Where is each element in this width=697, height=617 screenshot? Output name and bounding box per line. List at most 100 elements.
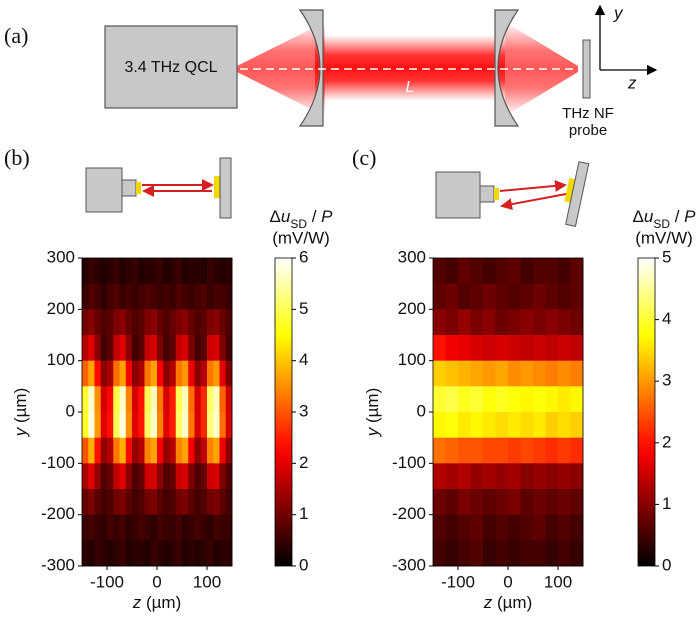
heatmap-cell (520, 309, 534, 336)
colorbar-title-part: Δ (269, 207, 280, 226)
heatmap-cell (570, 309, 584, 336)
heatmap-cell (483, 360, 496, 387)
heatmap-cell (100, 283, 108, 310)
heatmap-cell (94, 335, 102, 362)
heatmap-cell (188, 258, 195, 285)
colorbar-tick-label: 4 (662, 309, 671, 328)
x-tick-label: 100 (544, 572, 572, 591)
heatmap-cell (200, 412, 208, 439)
heatmap-cell (144, 463, 152, 490)
heatmap-cell (458, 412, 471, 439)
heatmap-cell (144, 437, 152, 464)
heatmap-cell (157, 540, 164, 567)
heatmap-cell (495, 283, 509, 310)
heatmap-cell (100, 463, 108, 490)
heatmap-cell (445, 360, 459, 387)
heatmap-cell (100, 514, 108, 541)
heatmap-cell (163, 258, 170, 285)
heatmap-cell (82, 489, 89, 516)
heatmap-cell (125, 258, 133, 285)
heatmap-cell (119, 437, 127, 464)
heatmap-cell (188, 283, 195, 310)
heatmap-cell (194, 283, 202, 310)
y-tick-label: -100 (41, 453, 75, 472)
heatmap-cell (107, 283, 114, 310)
heatmap-cell (138, 540, 145, 567)
y-tick-label: 100 (47, 350, 75, 369)
heatmap-cell (119, 283, 127, 310)
heatmap-cell (119, 258, 127, 285)
heatmap-cell (182, 489, 189, 516)
heatmap-cell (445, 412, 459, 439)
heatmap-cell (470, 360, 484, 387)
heatmap-cell (88, 335, 95, 362)
heatmap-cell (545, 463, 559, 490)
heatmap-cell (157, 412, 164, 439)
heatmap-cell (150, 258, 158, 285)
heatmap-cell (94, 283, 102, 310)
heatmap-cell (113, 514, 120, 541)
heatmap-cell (558, 437, 571, 464)
heatmap-cell (138, 386, 145, 413)
heatmap-cell (94, 360, 102, 387)
y-tick-label: 0 (417, 401, 426, 420)
qcl-label: 3.4 THz QCL (124, 59, 217, 76)
colorbar-tick-label: 4 (299, 350, 308, 369)
heatmap-cell (188, 412, 195, 439)
y-axis-unit: (µm) (363, 388, 382, 428)
heatmap-cell (470, 437, 484, 464)
heatmap-cell (125, 412, 133, 439)
heatmap-cell (150, 514, 158, 541)
heatmap-cell (445, 540, 459, 567)
heatmap-cell (125, 360, 133, 387)
heatmap-cell (508, 540, 521, 567)
heatmap-cell (570, 463, 584, 490)
heatmap-cell (200, 437, 208, 464)
heatmap-cell (570, 489, 584, 516)
heatmap-cell (144, 540, 152, 567)
heatmap-cell (470, 283, 484, 310)
colorbar-title-part: P (321, 207, 333, 226)
heatmap-cell (558, 412, 571, 439)
y-tick-label: 300 (47, 247, 75, 266)
heatmap-cell (132, 309, 139, 336)
heatmap-cell (213, 540, 220, 567)
heatmap-cell (219, 463, 227, 490)
heatmap-cell (200, 463, 208, 490)
heatmap-cell (113, 258, 120, 285)
heatmap-cell (125, 283, 133, 310)
heatmap-cell (182, 514, 189, 541)
heatmap-cell (200, 514, 208, 541)
colorbar-tick-label: 0 (299, 555, 308, 574)
heatmap-cell (225, 335, 233, 362)
heatmap-cell (213, 412, 220, 439)
heatmap-cell (558, 489, 571, 516)
heatmap-cell (520, 283, 534, 310)
heatmap-cell (433, 540, 446, 567)
heatmap-cell (107, 514, 114, 541)
heatmap-cell (94, 437, 102, 464)
heatmap-cell (138, 437, 145, 464)
panel-label: (a) (4, 23, 28, 48)
heatmap-cell (132, 437, 139, 464)
heatmap-cell (483, 540, 496, 567)
heatmap-cell (94, 514, 102, 541)
probe-label: THz NF (562, 105, 614, 122)
heatmap-cell (558, 540, 571, 567)
colorbar-tick-label: 5 (662, 247, 671, 266)
heatmap-cell (495, 258, 509, 285)
heatmap-cell (470, 258, 484, 285)
heatmap-cell (138, 258, 145, 285)
heatmap-cell (132, 386, 139, 413)
heatmap-cell (483, 335, 496, 362)
heatmap-cell (194, 489, 202, 516)
heatmap-cell (100, 386, 108, 413)
heatmap-cell (200, 335, 208, 362)
colorbar (637, 257, 656, 567)
heatmap-cell (213, 258, 220, 285)
heatmap-cell (119, 540, 127, 567)
heatmap-cell (144, 283, 152, 310)
heatmap-cell (213, 514, 220, 541)
heatmap-cell (169, 540, 177, 567)
